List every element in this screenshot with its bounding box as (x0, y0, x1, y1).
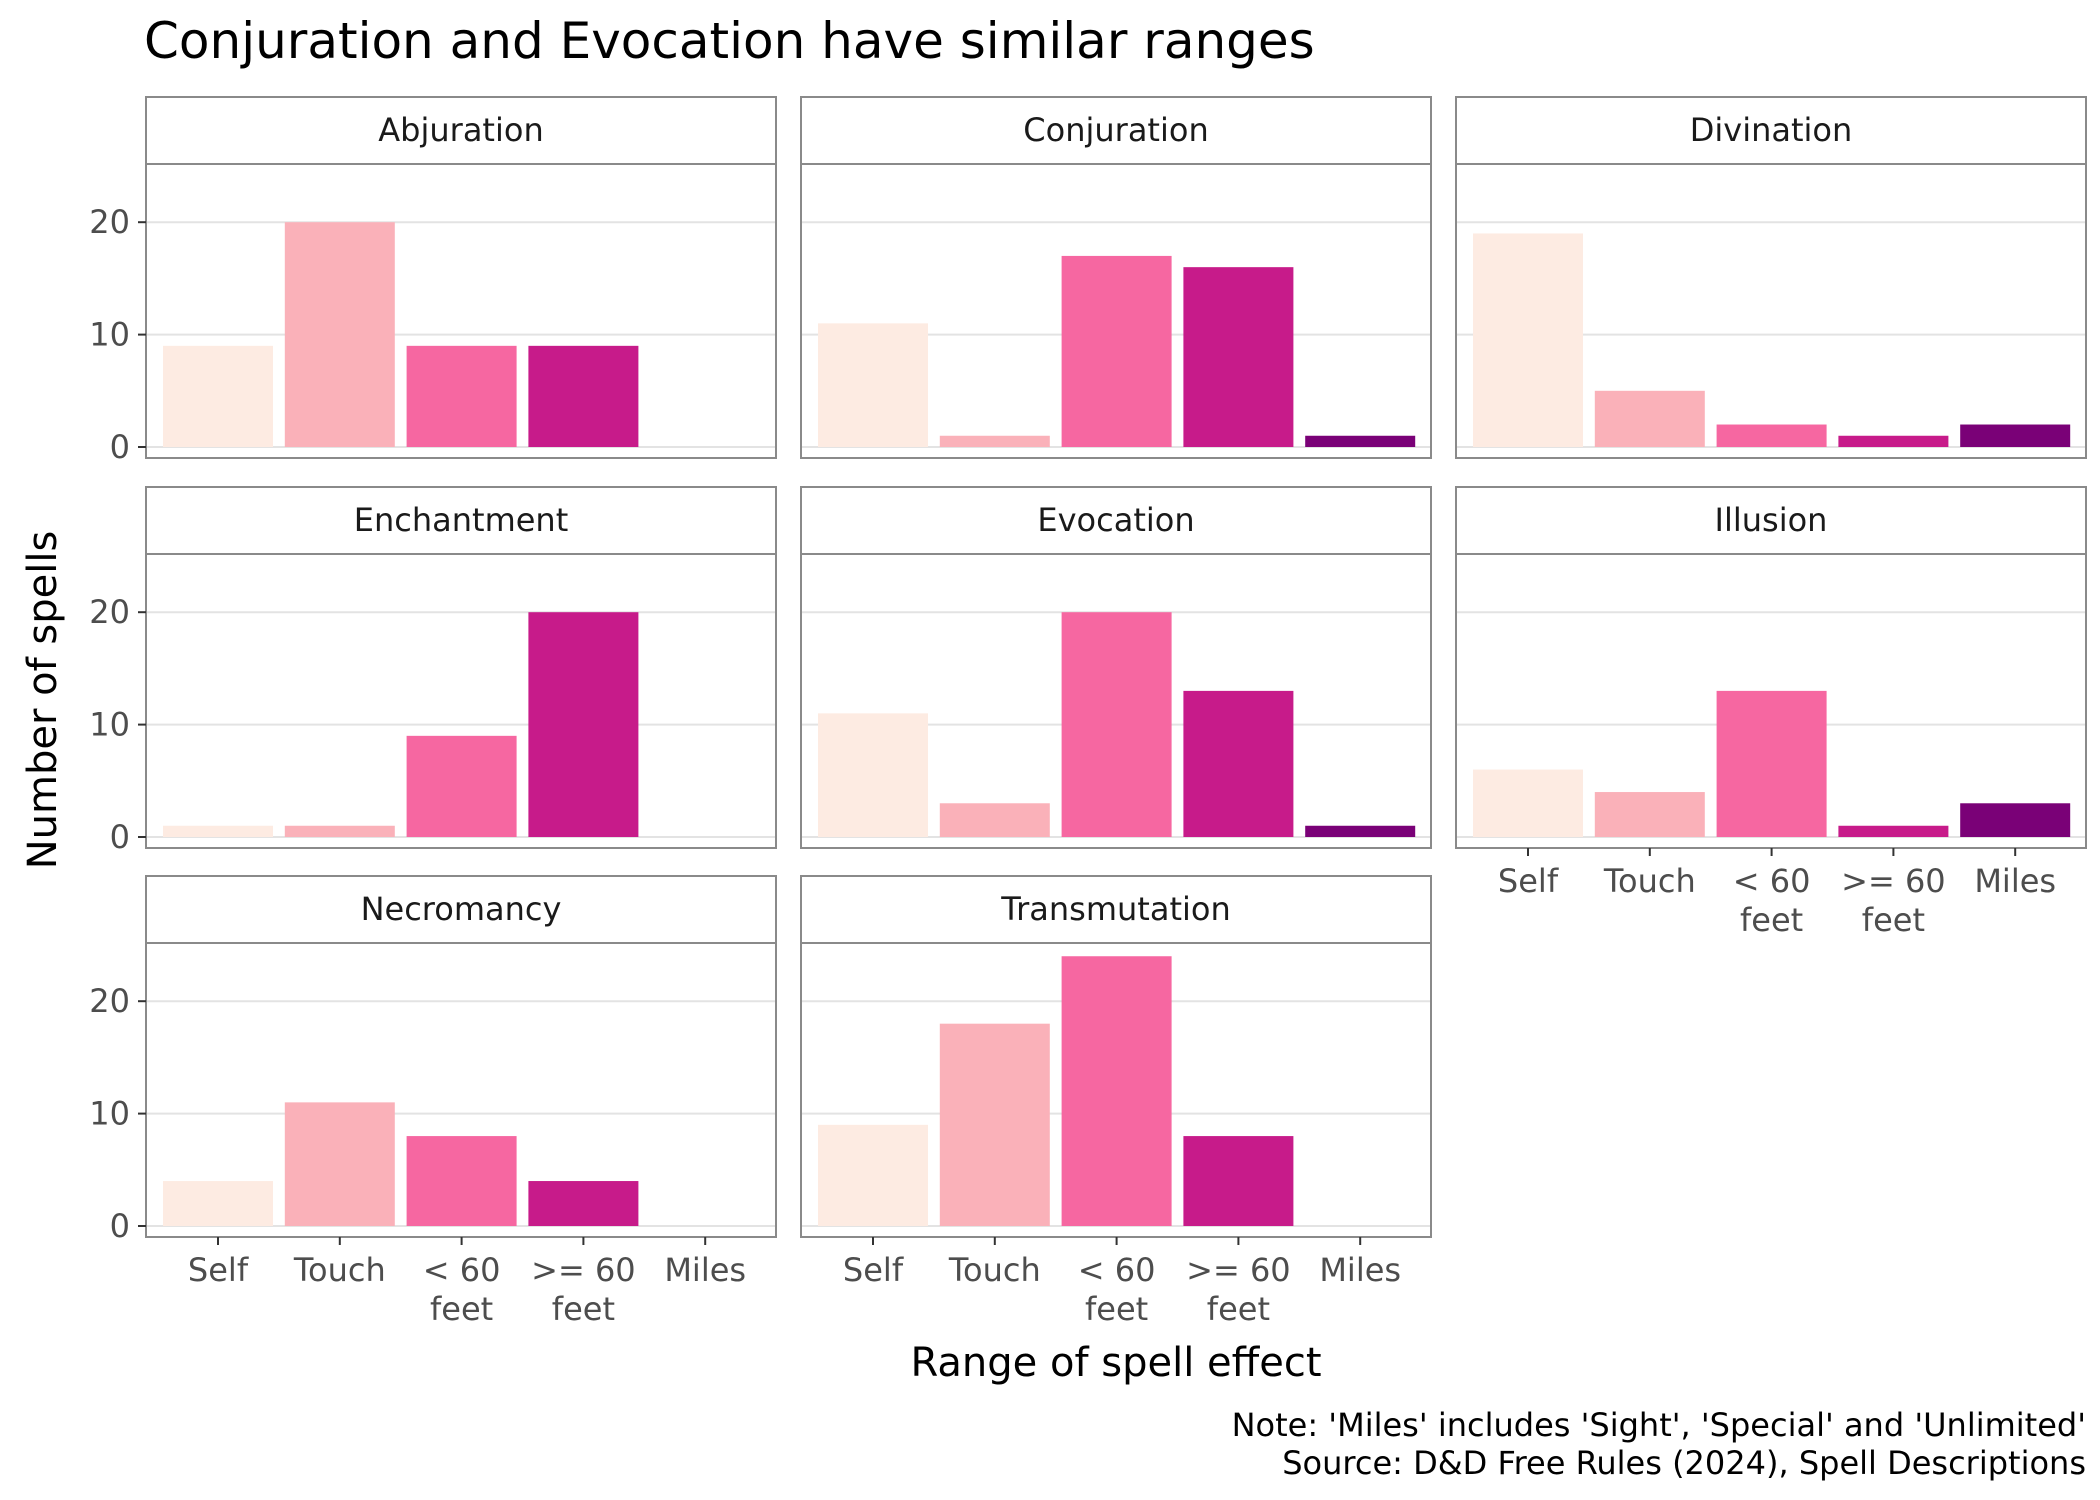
facet-panels: Abjuration 0 10 20 Conjuration Divination Ench… (89, 96, 2087, 1328)
x-tick-label: Self (843, 1251, 904, 1289)
bar (284, 825, 395, 837)
bar (939, 803, 1050, 837)
caption-source: Source: D&D Free Rules (2024), Spell Des… (1282, 1444, 2086, 1482)
panel-border (145, 553, 777, 849)
x-tick-label: Touch (1603, 862, 1696, 900)
bar (818, 1124, 928, 1226)
bar (284, 1102, 395, 1226)
facet-strip (1455, 486, 2087, 555)
bar (939, 1023, 1050, 1226)
panel-border (800, 553, 1432, 849)
y-tick-label: 0 (110, 428, 130, 466)
bar (1594, 792, 1705, 837)
y-axis-label: Number of spells (20, 531, 66, 870)
x-tick-label: Self (1498, 862, 1559, 900)
x-tick-label: Touch (948, 1251, 1041, 1289)
bar (1960, 803, 2071, 837)
bar (1183, 267, 1294, 447)
bar (1183, 690, 1294, 837)
bar (406, 345, 517, 447)
x-tick-label: feet (1740, 901, 1803, 939)
x-tick-label: Touch (293, 1251, 386, 1289)
bar (1716, 424, 1827, 447)
bar (1305, 825, 1416, 837)
panel-border (145, 163, 777, 459)
facet-strip (800, 96, 1432, 165)
facet-label: Enchantment (354, 501, 569, 539)
x-tick-label: < 60 (423, 1251, 501, 1289)
bar (818, 323, 928, 447)
x-tick-label: < 60 (1078, 1251, 1156, 1289)
x-tick-label: feet (1862, 901, 1925, 939)
bar (1473, 233, 1583, 447)
y-tick-label: 0 (110, 1207, 130, 1245)
x-tick-label: feet (430, 1290, 493, 1328)
bar (1183, 1136, 1294, 1226)
bar (1061, 255, 1172, 447)
y-tick-label: 20 (89, 982, 130, 1020)
bar (1061, 956, 1172, 1226)
bar (284, 222, 395, 447)
chart-title: Conjuration and Evocation have similar r… (144, 12, 1315, 70)
y-tick-label: 10 (89, 1095, 130, 1133)
x-tick-label: feet (552, 1290, 615, 1328)
facet-strip (145, 486, 777, 555)
facet-strip (800, 875, 1432, 944)
y-tick-label: 0 (110, 818, 130, 856)
facet-label: Divination (1690, 111, 1853, 149)
bar (1305, 435, 1416, 447)
x-tick-label: Miles (1974, 862, 2056, 900)
x-tick-label: Self (188, 1251, 249, 1289)
facet-strip (145, 96, 777, 165)
x-tick-label: feet (1207, 1290, 1270, 1328)
bar (1838, 825, 1949, 837)
bar (1838, 435, 1949, 447)
facet-label: Illusion (1715, 501, 1828, 539)
y-tick-label: 20 (89, 203, 130, 241)
bar (528, 345, 639, 447)
bar (163, 345, 273, 447)
bar (1594, 390, 1705, 447)
panel-border (1455, 163, 2087, 459)
bar (1061, 612, 1172, 837)
x-tick-label: >= 60 (531, 1251, 636, 1289)
bar (818, 713, 928, 837)
x-tick-label: feet (1085, 1290, 1148, 1328)
x-tick-label: >= 60 (1841, 862, 1946, 900)
bar (163, 825, 273, 837)
y-tick-label: 20 (89, 593, 130, 631)
facet-strip (145, 875, 777, 944)
y-tick-label: 10 (89, 706, 130, 744)
bar (406, 735, 517, 837)
caption-note: Note: 'Miles' includes 'Sight', 'Special… (1232, 1406, 2086, 1444)
facet-label: Necromancy (361, 890, 562, 928)
facet-label: Transmutation (1000, 890, 1230, 928)
bar (528, 612, 639, 837)
facet-label: Abjuration (378, 111, 543, 149)
x-axis-label: Range of spell effect (911, 1340, 1322, 1386)
bar (1960, 424, 2071, 447)
bar (163, 1181, 273, 1226)
panel-border (800, 163, 1432, 459)
bar (528, 1181, 639, 1226)
facet-label: Evocation (1037, 501, 1194, 539)
x-tick-label: Miles (1319, 1251, 1401, 1289)
bar (939, 435, 1050, 447)
bar (406, 1136, 517, 1226)
facet-label: Conjuration (1023, 111, 1208, 149)
x-tick-label: >= 60 (1186, 1251, 1291, 1289)
x-tick-label: < 60 (1733, 862, 1811, 900)
bar (1473, 769, 1583, 837)
bar (1716, 690, 1827, 837)
x-tick-label: Miles (664, 1251, 746, 1289)
y-tick-label: 10 (89, 316, 130, 354)
